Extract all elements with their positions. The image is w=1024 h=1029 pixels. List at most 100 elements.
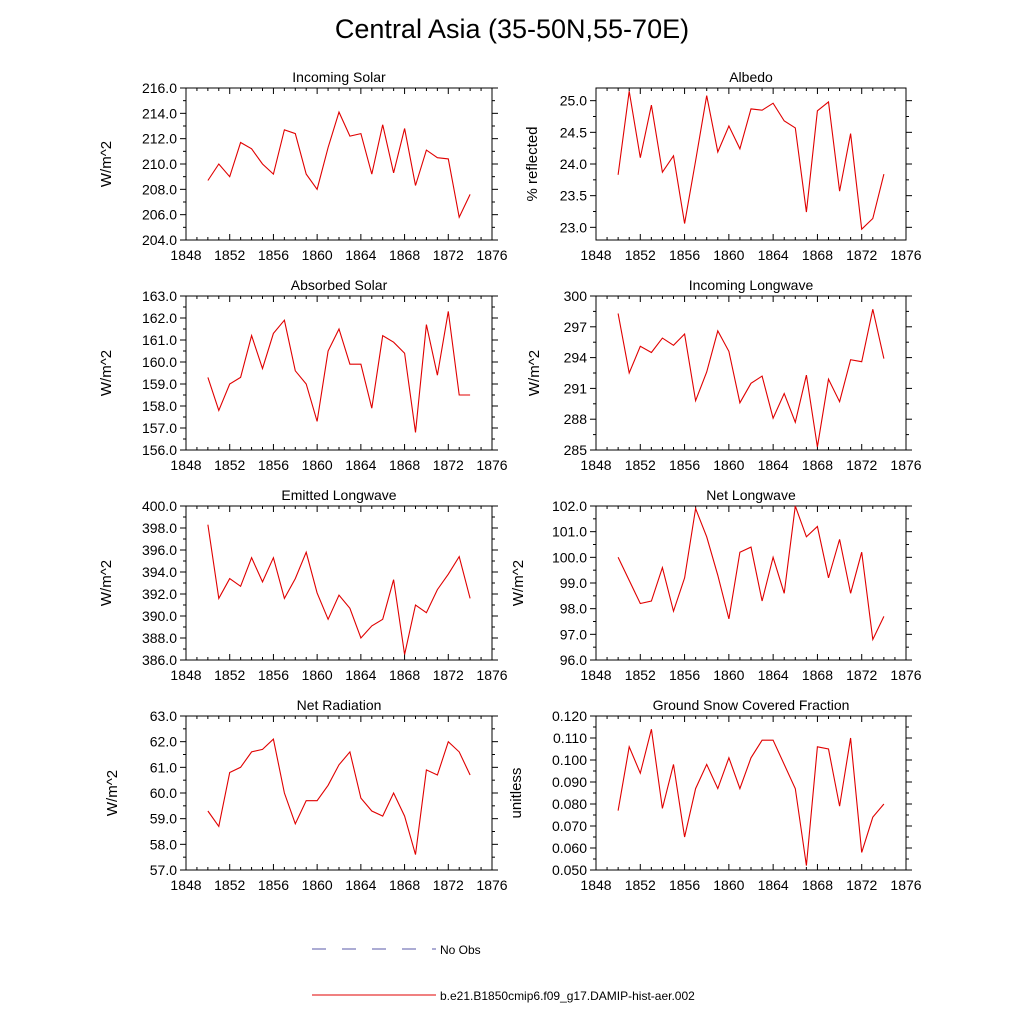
panel-1-xtick-label: 1852 [214,247,245,263]
panel-4-xtick-label: 1860 [713,457,744,473]
panel-7-xtick-label: 1864 [345,877,376,893]
panel-6-ytick-label: 99.0 [560,575,587,591]
panel-1-ylabel: W/m^2 [98,141,115,187]
panel-1-ytick-label: 206.0 [142,207,177,223]
panel-5-xtick-label: 1868 [389,667,420,683]
panel-8-ytick-label: 0.070 [552,818,587,834]
panel-1-ytick-label: 216.0 [142,80,177,96]
panel-4-ytick-label: 285 [564,442,588,458]
panel-7-xtick-label: 1868 [389,877,420,893]
panel-7-xtick-label: 1856 [258,877,289,893]
panel-5-ytick-label: 400.0 [142,498,177,514]
panel-2-ytick-label: 24.0 [560,156,587,172]
panel-7-ytick-label: 59.0 [150,811,177,827]
panel-7-xtick-label: 1848 [170,877,201,893]
panel-3-ytick-label: 156.0 [142,442,177,458]
panel-2-xtick-label: 1876 [890,247,921,263]
panel-6-frame [595,505,907,661]
panel-5-xtick-label: 1856 [258,667,289,683]
panel-3-ytick-label: 159.0 [142,376,177,392]
panel-8-frame [595,715,907,871]
panel-7-ytick-label: 57.0 [150,862,177,878]
panel-2-ytick-label: 23.0 [560,219,587,235]
panel-2-xtick-label: 1860 [713,247,744,263]
panel-8-ytick-label: 0.110 [553,730,587,746]
panel-5-ylabel: W/m^2 [98,560,115,606]
panel-6-ytick-label: 96.0 [560,652,587,668]
panel-8-xtick-label: 1864 [758,877,789,893]
panel-3-xtick-label: 1864 [345,457,376,473]
panel-1-xtick-label: 1860 [302,247,333,263]
panel-5-frame [185,505,493,661]
panel-4-ytick-label: 294 [564,350,588,366]
panel-2-series-line [617,91,885,231]
panel-2-title: Albedo [729,69,773,85]
panel-2-xtick-label: 1852 [625,247,656,263]
panel-5-xtick-label: 1848 [170,667,201,683]
panel-7-ytick-label: 62.0 [150,734,177,750]
panel-1-ytick-label: 212.0 [142,131,177,147]
panel-1-xtick-label: 1864 [345,247,376,263]
panel-8-xtick-label: 1868 [802,877,833,893]
panel-2-xtick-label: 1856 [669,247,700,263]
panel-8-xtick-label: 1872 [846,877,877,893]
panel-8-title: Ground Snow Covered Fraction [653,697,850,713]
panel-6-xtick-label: 1860 [713,667,744,683]
panel-6-ylabel: W/m^2 [510,560,527,606]
panel-2-xtick-label: 1864 [758,247,789,263]
panel-5-xtick-label: 1852 [214,667,245,683]
panel-7-ytick-label: 58.0 [150,836,177,852]
panel-3-ytick-label: 163.0 [142,288,177,304]
panel-5-xtick-label: 1864 [345,667,376,683]
panel-1-xtick-label: 1868 [389,247,420,263]
panel-3-ytick-label: 157.0 [142,420,177,436]
panel-6-title: Net Longwave [706,487,796,503]
panel-2-xtick-label: 1868 [802,247,833,263]
panel-4-xtick-label: 1856 [669,457,700,473]
panel-5-ytick-label: 386.0 [142,652,177,668]
panel-6-ytick-label: 102.0 [552,498,587,514]
panel-1-ytick-label: 208.0 [142,181,177,197]
panel-4-title: Incoming Longwave [689,277,814,293]
panel-7-frame [185,715,493,871]
panel-6-ytick-label: 97.0 [560,626,587,642]
panel-6-xtick-label: 1852 [625,667,656,683]
panel-2-xtick-label: 1848 [580,247,611,263]
panel-2-ytick-label: 25.0 [560,93,587,109]
panel-8-ytick-label: 0.120 [552,708,587,724]
legend-model-label: b.e21.B1850cmip6.f09_g17.DAMIP-hist-aer.… [440,989,695,1003]
panel-3-ytick-label: 162.0 [142,310,177,326]
panel-8-series-line [617,729,885,866]
panel-3-xtick-label: 1872 [433,457,464,473]
panel-8-xtick-label: 1860 [713,877,744,893]
panel-2-ytick-label: 24.5 [560,124,587,140]
panel-5-ytick-label: 398.0 [142,520,177,536]
panel-4-ytick-label: 300 [564,288,588,304]
panel-5-xtick-label: 1876 [476,667,507,683]
panel-5-ytick-label: 388.0 [142,630,177,646]
panel-8-xtick-label: 1876 [890,877,921,893]
panel-3-frame [185,295,493,451]
panel-4-xtick-label: 1848 [580,457,611,473]
panel-7-ylabel: W/m^2 [104,770,121,816]
panel-6-series-line [617,505,885,642]
panel-6-xtick-label: 1848 [580,667,611,683]
panel-6-xtick-label: 1872 [846,667,877,683]
panel-1-xtick-label: 1848 [170,247,201,263]
panel-7-xtick-label: 1872 [433,877,464,893]
panel-3-series-line [207,311,471,433]
panel-4-ytick-label: 297 [564,319,588,335]
panel-7-series-line [207,738,471,855]
panel-8-xtick-label: 1852 [625,877,656,893]
panel-7-ytick-label: 61.0 [150,759,177,775]
panel-4-ylabel: W/m^2 [526,350,543,396]
panel-3-title: Absorbed Solar [291,277,388,293]
panel-3-ytick-label: 160.0 [142,354,177,370]
panel-3-xtick-label: 1852 [214,457,245,473]
panel-4-ytick-label: 291 [564,380,588,396]
panel-6-xtick-label: 1876 [890,667,921,683]
panel-7-ytick-label: 60.0 [150,785,177,801]
panel-1-ytick-label: 214.0 [142,105,177,121]
